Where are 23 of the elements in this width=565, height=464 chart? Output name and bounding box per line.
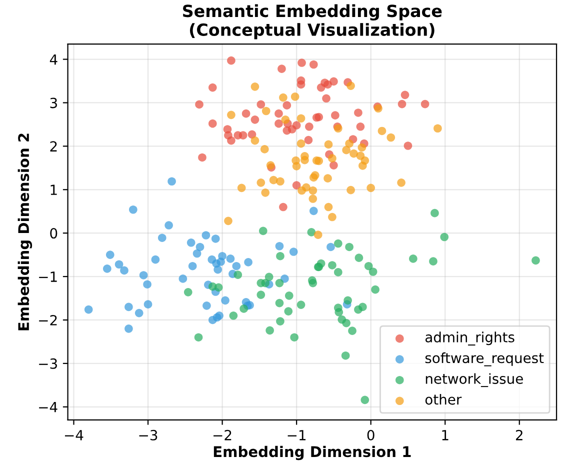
x-tick-label: −3	[139, 430, 158, 440]
legend-label: other	[425, 394, 462, 405]
y-tick-label: 1	[50, 184, 57, 195]
y-tick-label: 0	[50, 228, 58, 239]
y-tick-label: 4	[50, 54, 58, 65]
y-tick-label: −2	[39, 314, 57, 326]
y-tick-label: 2	[50, 141, 57, 152]
x-tick-label: −4	[64, 430, 84, 440]
x-tick-label: 2	[516, 430, 522, 440]
legend-label: admin_rights	[425, 332, 514, 346]
legend-label: software_request	[425, 352, 544, 366]
y-tick-label: 3	[50, 98, 57, 108]
y-tick-label: −1	[39, 272, 57, 282]
x-tick-label: −1	[288, 430, 306, 440]
legend-label: network_issue	[426, 373, 523, 388]
x-tick-label: 0	[367, 430, 374, 440]
y-tick-label: −3	[39, 358, 57, 369]
chart-title: Semantic Embedding Space (Conceptual Visualization)	[183, 4, 442, 40]
x-tick-label: 1	[442, 430, 448, 440]
x-tick-label: −2	[214, 430, 232, 440]
y-axis-title: Embedding Dimension 2	[18, 134, 32, 330]
x-axis-title: Embedding Dimension 1	[214, 446, 411, 460]
y-tick-label: −4	[39, 402, 58, 412]
